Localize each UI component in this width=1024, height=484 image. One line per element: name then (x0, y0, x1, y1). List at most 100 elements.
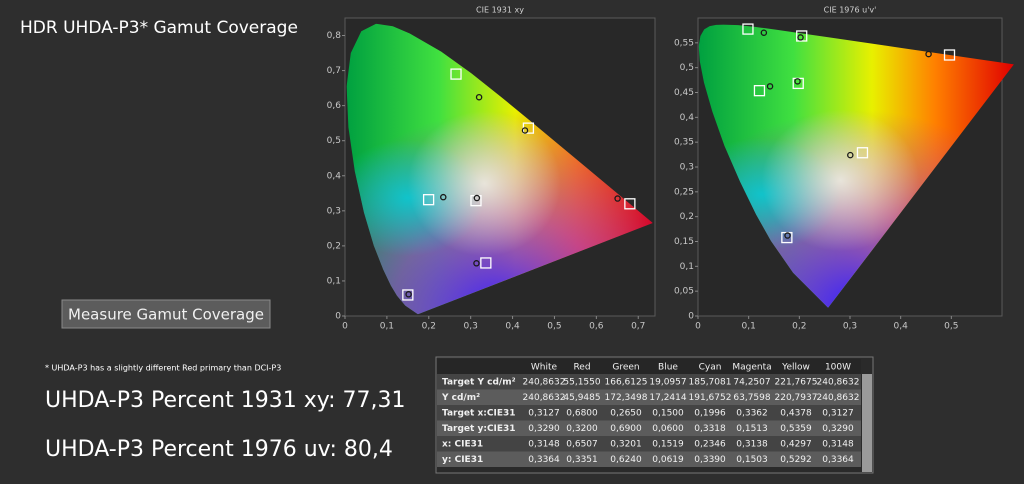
x-tick-label: 0,3 (843, 322, 857, 332)
table-cell: 0,3290 (528, 424, 560, 434)
page-title: HDR UHDA-P3* Gamut Coverage (20, 18, 298, 38)
table-cell: 0,3351 (566, 455, 598, 465)
row-header: Target x:CIE31 (442, 408, 516, 418)
table-cell: 17,2414 (649, 393, 686, 403)
x-tick-label: 0 (342, 322, 348, 332)
table-cell: 0,2346 (694, 439, 726, 449)
y-tick-label: 0,15 (674, 237, 694, 247)
chart-title: CIE 1931 xy (476, 6, 524, 15)
x-tick-label: 0,2 (792, 322, 806, 332)
table-cell: 0,6900 (610, 424, 642, 434)
result-1931: UHDA-P3 Percent 1931 xy: 77,31 (45, 388, 406, 413)
x-tick-label: 0,5 (547, 322, 561, 332)
y-tick-label: 0,4 (680, 113, 695, 123)
y-tick-label: 0,6 (327, 101, 342, 111)
table-cell: 74,2507 (733, 377, 770, 387)
x-tick-label: 0 (695, 322, 701, 332)
column-header: Yellow (781, 363, 810, 373)
table-cell: 0,4297 (780, 439, 812, 449)
measured-point (847, 151, 854, 159)
table-cell: 0,3200 (566, 424, 598, 434)
y-tick-label: 0,2 (327, 241, 341, 251)
x-tick-label: 0,2 (422, 322, 436, 332)
table-cell: 220,7937 (775, 393, 818, 403)
target-point (480, 257, 492, 269)
column-header: Blue (658, 363, 678, 373)
chart: CIE 1976 u'v' 0 0,1 0,2 0,3 0,4 0,5 0 0,05 0,1 0,1… (674, 6, 1014, 332)
y-tick-label: 0,25 (674, 187, 694, 197)
row-header: y: CIE31 (442, 455, 483, 465)
table-row (437, 374, 861, 390)
y-tick-label: 0,1 (680, 262, 694, 272)
y-tick-label: 0,7 (327, 66, 341, 76)
result-1976: UHDA-P3 Percent 1976 uv: 80,4 (45, 437, 393, 462)
measured-point (766, 83, 774, 90)
measured-point (760, 29, 768, 37)
y-tick-label: 0,3 (327, 206, 341, 216)
table-cell: 240,8632 (523, 393, 566, 403)
table-cell: 19,0957 (649, 377, 686, 387)
table-cell: 0,1513 (736, 424, 768, 434)
table-row (437, 405, 861, 421)
table-row (437, 420, 861, 436)
table-cell: 172,3498 (605, 393, 648, 403)
x-tick-label: 0,5 (944, 322, 958, 332)
table-cell: 0,1500 (652, 408, 684, 418)
row-header: Y cd/m² (441, 393, 480, 403)
table-cell: 0,0619 (652, 455, 684, 465)
column-header: Red (573, 363, 590, 373)
table-cell: 0,2650 (610, 408, 642, 418)
header-row (437, 359, 861, 374)
measured-point (521, 127, 529, 134)
x-tick-label: 0,7 (631, 322, 645, 332)
x-tick-label: 0,1 (742, 322, 756, 332)
table-cell: 0,4378 (780, 408, 812, 418)
table-cell: 0,0600 (652, 424, 684, 434)
measured-point (440, 193, 447, 201)
x-tick-label: 0,3 (464, 322, 478, 332)
table-cell: 63,7598 (733, 393, 770, 403)
table-cell: 0,3127 (528, 408, 560, 418)
column-header: Green (612, 363, 639, 373)
button-label[interactable]: Measure Gamut Coverage (68, 306, 264, 324)
table-cell: 0,3364 (528, 455, 560, 465)
y-tick-label: 0,45 (674, 88, 694, 98)
table-row (437, 436, 861, 452)
chart: CIE 1931 xy 0 0,1 0,2 0,3 0,4 0,5 0,6 0,7 0 0,1 0,2… (327, 6, 656, 332)
table-cell: 0,3201 (610, 439, 642, 449)
table-cell: 0,3148 (528, 439, 560, 449)
target-point (624, 198, 636, 210)
measured-point (473, 260, 480, 267)
table-cell: 0,5292 (780, 455, 812, 465)
column-header: White (531, 363, 558, 373)
y-tick-label: 0,35 (674, 138, 694, 148)
measured-point (614, 195, 621, 202)
y-tick-label: 0,8 (327, 31, 342, 41)
measured-point (405, 291, 412, 298)
table-cell: 0,6800 (566, 408, 598, 418)
table-cell: 0,1996 (694, 408, 726, 418)
button-frame[interactable] (61, 299, 271, 329)
y-tick-label: 0,5 (680, 63, 694, 73)
row-header: Target Y cd/m² (442, 377, 516, 387)
white-region (761, 109, 920, 252)
row-header: Target y:CIE31 (442, 424, 516, 434)
footnote: * UHDA-P3 has a slightly different Red p… (45, 364, 281, 373)
column-header: Magenta (732, 363, 771, 373)
x-tick-label: 0,4 (505, 322, 520, 332)
table-cell: 0,6240 (610, 455, 642, 465)
data-table: White Red Green Blue Cyan Magenta Yellow 100W Ta… (435, 356, 874, 474)
target-point (450, 68, 462, 80)
target-point (402, 289, 414, 301)
measure-button[interactable]: Measure Gamut Coverage (61, 299, 271, 329)
table-cell: 0,3364 (822, 455, 854, 465)
scrollbar[interactable] (862, 374, 872, 472)
table-cell: 0,3390 (694, 455, 726, 465)
table-cell: 0,3127 (822, 408, 854, 418)
measured-point (473, 194, 481, 202)
y-tick-label: 0,4 (327, 171, 342, 181)
column-header: Cyan (699, 363, 722, 373)
measured-point (925, 50, 932, 58)
x-tick-label: 0,1 (380, 322, 394, 332)
